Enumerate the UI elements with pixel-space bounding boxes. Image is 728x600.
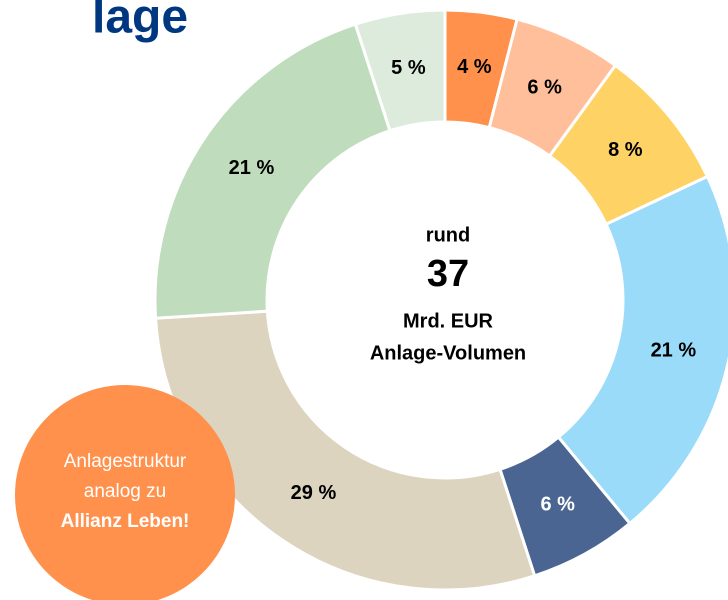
data-label: 21 % — [651, 339, 697, 361]
chart-title: lage — [92, 0, 188, 44]
callout-circle — [15, 385, 235, 600]
segment — [556, 174, 728, 526]
center-text: rund — [426, 224, 470, 246]
segment — [153, 22, 392, 320]
data-label: 8 % — [608, 139, 643, 161]
center-text: Anlage-Volumen — [370, 342, 526, 364]
data-label: 29 % — [291, 482, 337, 504]
center-text: 37 — [427, 253, 469, 295]
center-text: Mrd. EUR — [403, 310, 494, 332]
data-label: 21 % — [229, 157, 275, 179]
segment — [153, 309, 537, 592]
callout-text: analog zu — [84, 481, 166, 502]
callout-text: Anlagestruktur — [64, 451, 187, 472]
segment — [353, 8, 447, 133]
data-label: 5 % — [391, 57, 426, 79]
data-label: 6 % — [540, 493, 575, 515]
data-label: 4 % — [457, 56, 492, 78]
callout-text: Allianz Leben! — [61, 511, 190, 532]
data-label: 6 % — [527, 77, 562, 99]
donut — [153, 8, 728, 592]
